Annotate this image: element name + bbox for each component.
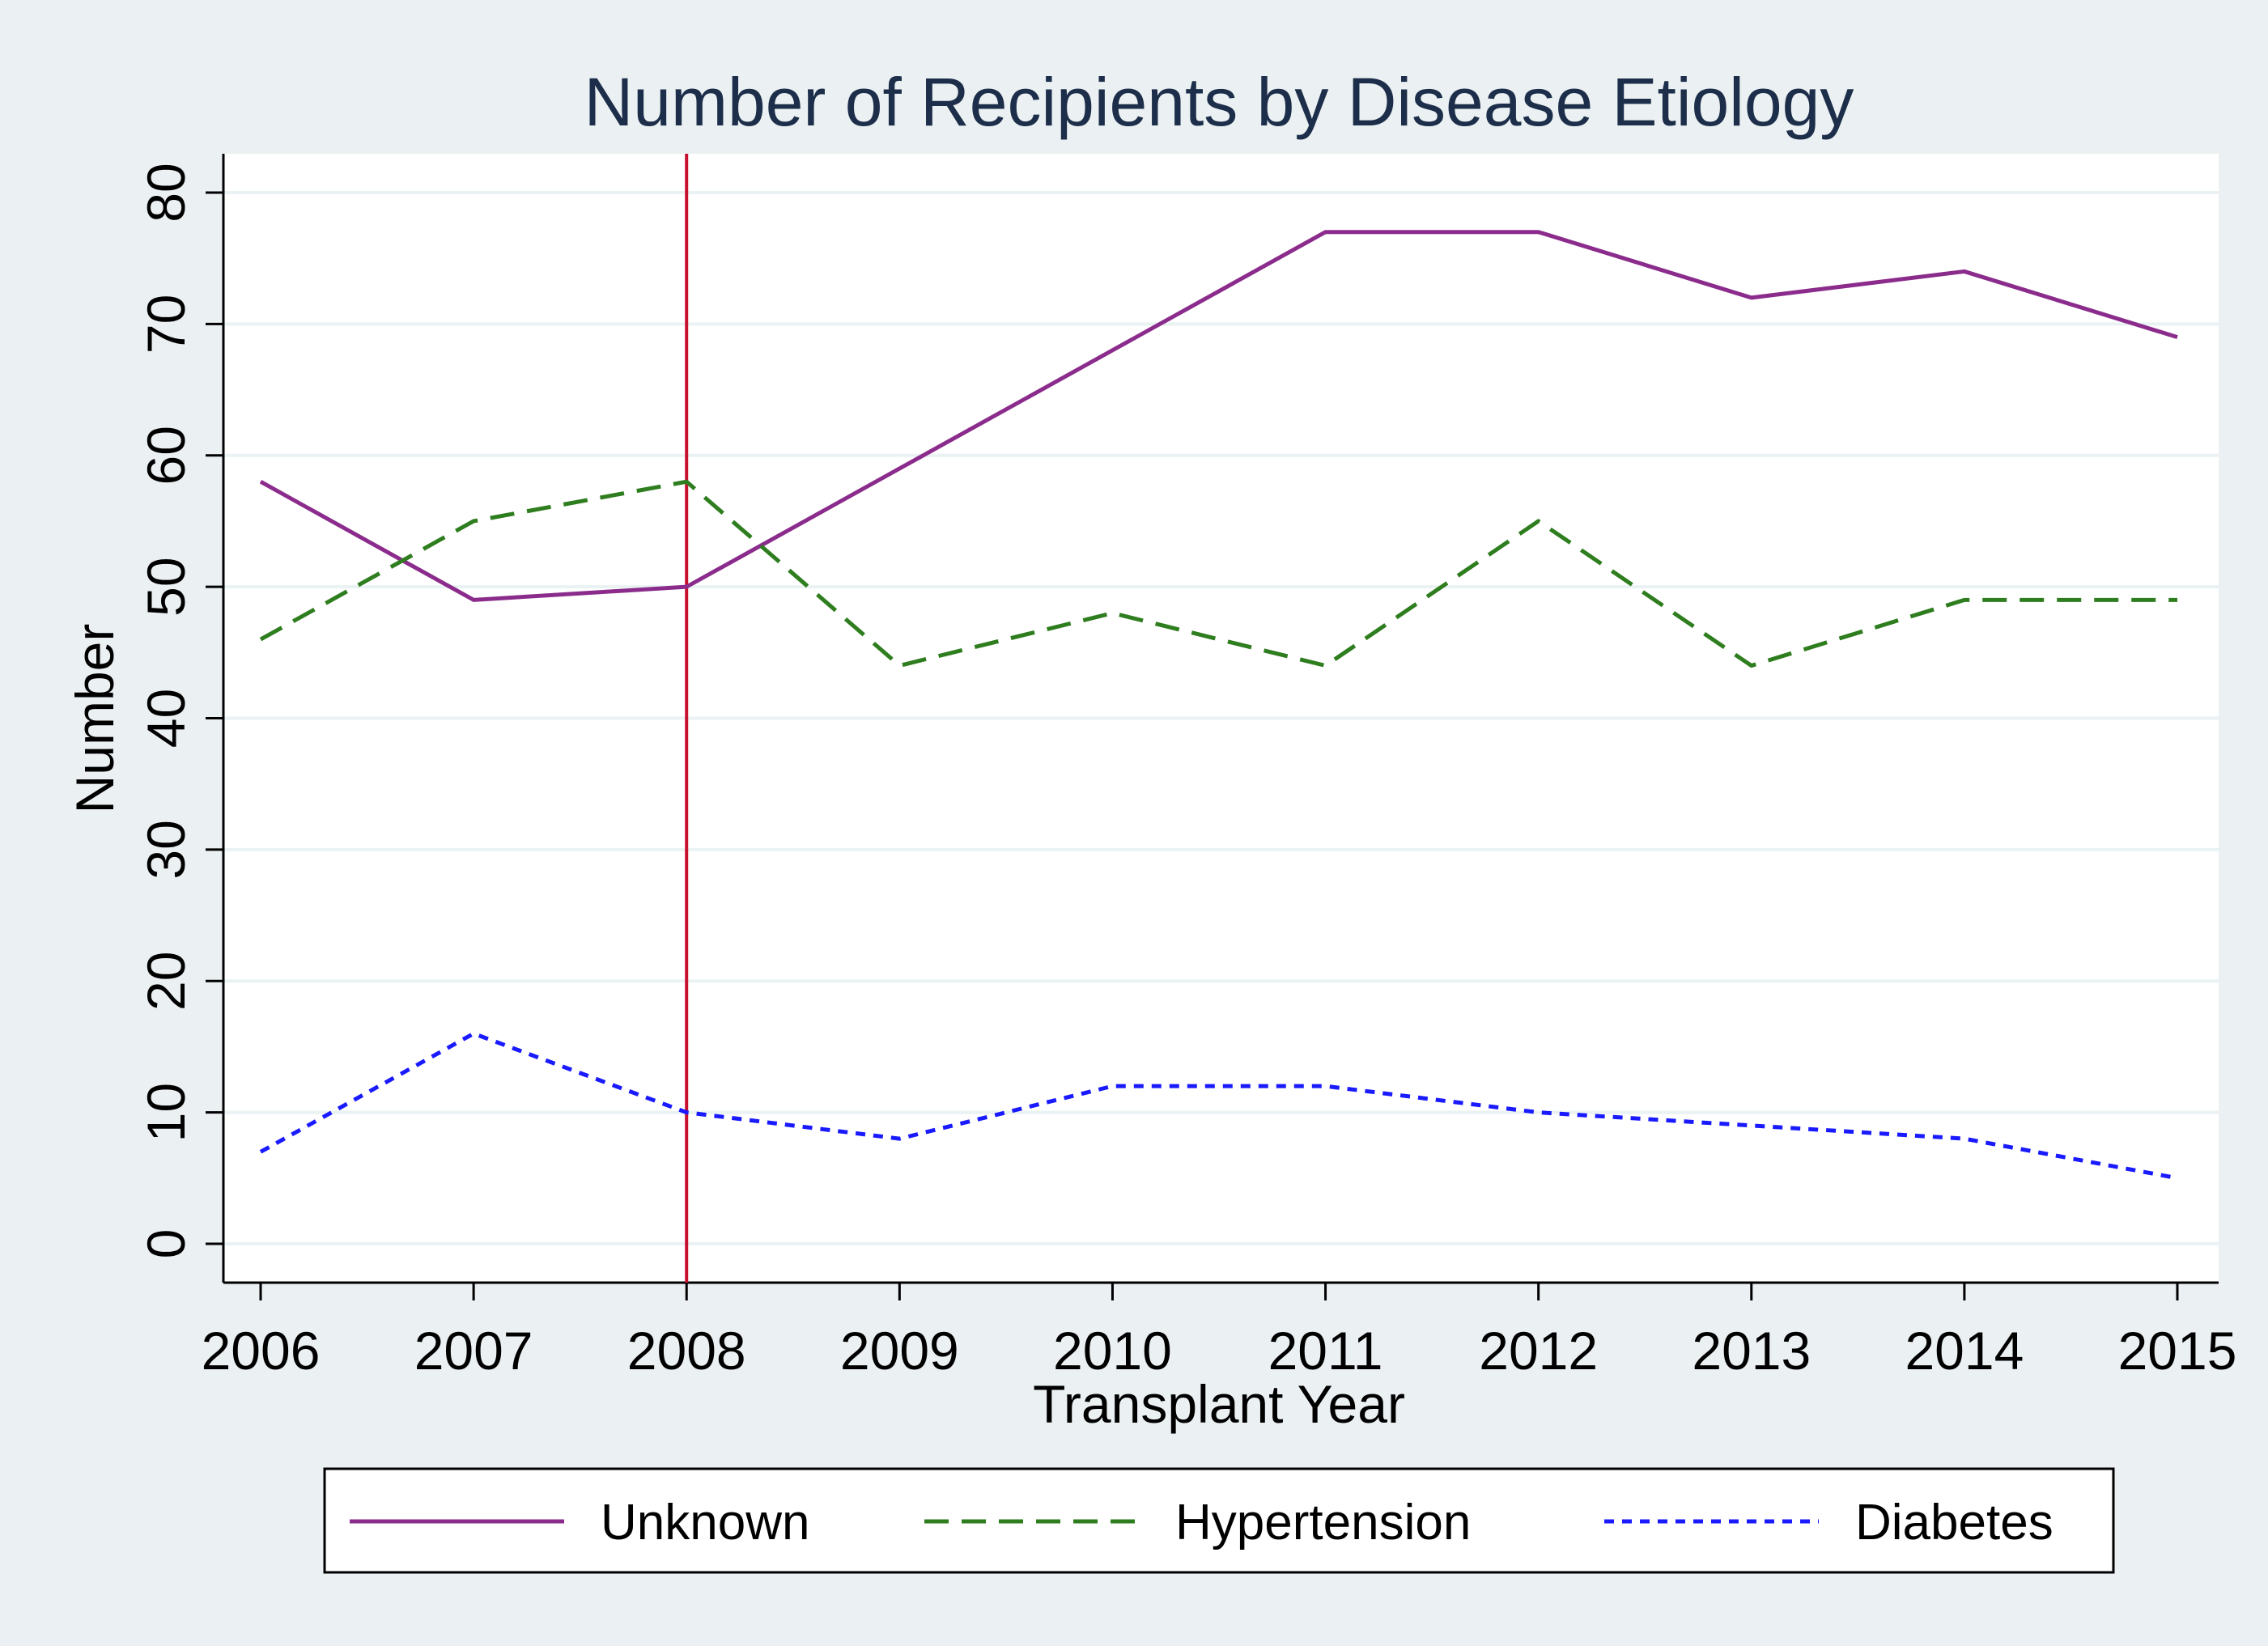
- x-tick-label: 2015: [2118, 1321, 2237, 1381]
- x-tick-label: 2008: [627, 1321, 746, 1381]
- y-tick-label: 60: [136, 426, 196, 485]
- legend-box: [323, 1467, 2115, 1574]
- y-axis-label: Number: [65, 624, 125, 814]
- legend-label-hypertension: Hypertension: [1175, 1495, 1471, 1551]
- x-tick-label: 2014: [1905, 1321, 2024, 1381]
- series-line-unknown: [259, 230, 2178, 602]
- series-line-hypertension: [259, 479, 2177, 668]
- y-tick-label: 10: [136, 1083, 196, 1142]
- y-tick-label: 50: [136, 557, 196, 616]
- series-line-diabetes: [259, 1031, 2178, 1181]
- y-tick-label: 0: [136, 1229, 196, 1259]
- x-tick-label: 2011: [1268, 1321, 1383, 1381]
- x-tick-label: 2012: [1479, 1321, 1598, 1381]
- x-tick-label: 2013: [1692, 1321, 1811, 1381]
- grid-lines: [223, 191, 2219, 1245]
- y-tick-label: 20: [136, 952, 196, 1011]
- y-tick-label: 80: [136, 163, 196, 222]
- chart-title: Number of Recipients by Disease Etiology: [584, 64, 1854, 140]
- x-tick-label: 2007: [414, 1321, 533, 1381]
- legend-label-diabetes: Diabetes: [1855, 1495, 2054, 1551]
- x-tick-label: 2010: [1053, 1321, 1172, 1381]
- x-axis-ticks: 2006 2007 2008 2009 2010 2011 2012 2013 2014 2015: [202, 1283, 2237, 1381]
- series-lines: [259, 230, 2178, 1181]
- y-axis-ticks: 0 10 20 30 40 50 60 70 80: [136, 163, 223, 1258]
- y-tick-label: 30: [136, 820, 196, 879]
- x-axis-label: Transplant Year: [1033, 1374, 1405, 1434]
- y-tick-label: 70: [136, 295, 196, 354]
- legend: Unknown Hypertension Diabetes: [323, 1467, 2115, 1574]
- x-tick-label: 2009: [840, 1321, 959, 1381]
- x-tick-label: 2006: [202, 1321, 321, 1381]
- y-tick-label: 40: [136, 689, 196, 748]
- legend-label-unknown: Unknown: [601, 1495, 809, 1551]
